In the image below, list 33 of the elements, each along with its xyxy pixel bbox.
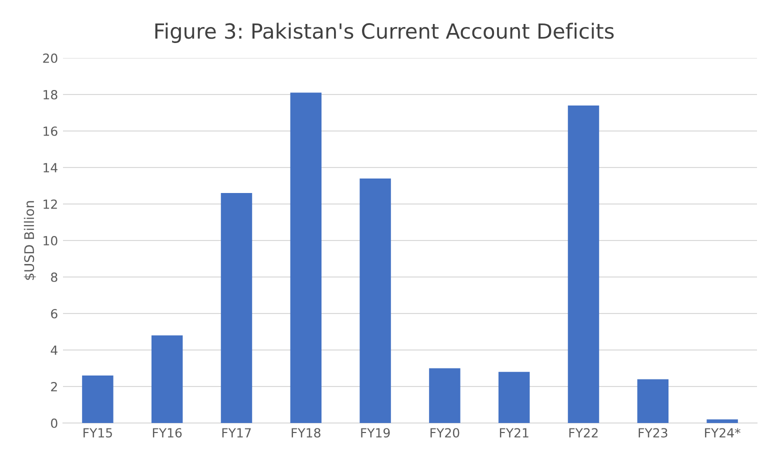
y-axis-title: $USD Billion [24,201,36,280]
bar [706,419,738,423]
y-tick-label: 6 [51,308,58,318]
y-tick-label: 20 [43,53,58,63]
y-tick-label: 16 [44,126,58,136]
bar [290,92,322,423]
y-tick-label: 18 [44,90,58,100]
y-tick-label: 10 [44,236,58,246]
x-tick-label: FY17 [222,428,251,438]
chart-title: Figure 3: Pakistan's Current Account Deficits [155,22,614,43]
y-tick-label: 0 [51,418,58,428]
x-tick-label: FY23 [638,428,668,438]
y-tick-label: 12 [44,199,57,209]
bar [637,379,669,423]
y-tick-label: 8 [51,272,58,282]
bar [360,178,391,423]
x-tick-label: FY20 [430,428,460,438]
x-tick-label: FY19 [361,428,390,438]
y-tick-label: 2 [51,382,57,392]
bar [82,376,114,423]
x-tick-label: FY15 [84,428,112,438]
bar [498,372,530,423]
y-tick-label: 4 [50,346,58,355]
x-tick-label: FY22 [569,428,598,438]
bar [151,335,183,423]
y-tick-label: 14 [44,163,58,172]
x-tick-label: FY18 [292,428,320,438]
bar [429,368,460,423]
x-tick-label: FY16 [152,428,182,438]
x-tick-label: FY24* [705,428,740,438]
bar [220,193,252,423]
x-tick-label: FY21 [500,428,528,438]
bar [568,105,600,423]
